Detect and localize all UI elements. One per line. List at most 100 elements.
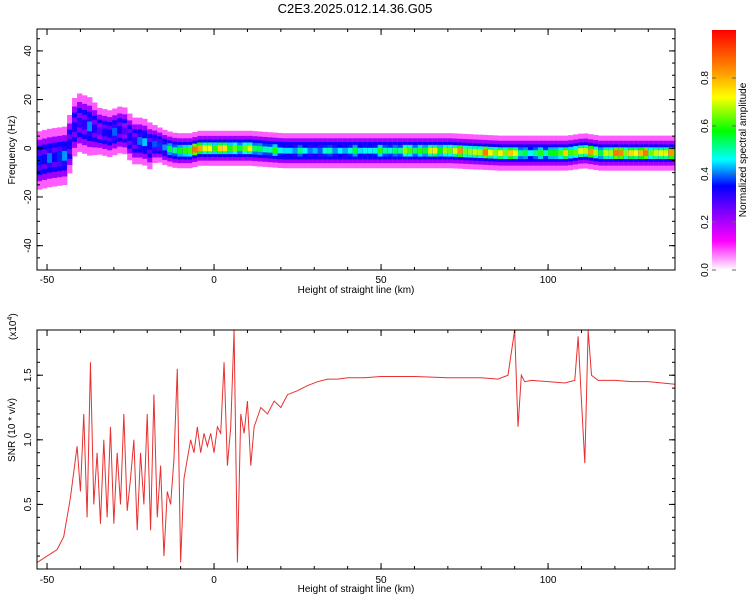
- snr-panel: -50 0 50 100 0.5 1.0 1.5 Height of straight li…: [7, 313, 676, 595]
- spectrogram-cell: [287, 147, 293, 154]
- snr-y-axis-label: SNR (10 * v/v): [7, 398, 18, 462]
- spectrogram-cell: [437, 147, 444, 154]
- spectrogram-cell: [327, 147, 333, 154]
- spectrogram-cell: [92, 124, 98, 134]
- spectrogram-cell: [272, 147, 278, 154]
- spectrogram-cell: [107, 129, 113, 138]
- spectrogram-cell: [387, 147, 394, 154]
- spectrogram-cell: [112, 127, 118, 136]
- spectrogram-cell: [528, 150, 534, 157]
- spectrogram-cell: [548, 150, 554, 157]
- spectrogram-cell: [638, 150, 644, 157]
- spectrogram-cell: [137, 137, 143, 145]
- spectrogram-cell: [97, 127, 103, 136]
- spectrogram-cell: [598, 150, 604, 157]
- spectrogram-cell: [648, 150, 654, 157]
- spectrogram-cell: [307, 147, 313, 154]
- snr-y-scale-close: ): [8, 313, 19, 316]
- spectrogram-cell: [212, 145, 218, 152]
- spectrogram-y-tick-label: 20: [23, 94, 34, 106]
- spectrogram-cell: [583, 148, 589, 154]
- snr-x-tick-label: 100: [540, 575, 557, 586]
- spectrogram-cell: [362, 147, 368, 154]
- spectrogram-cell: [367, 147, 373, 154]
- spectrogram-cell: [282, 147, 288, 154]
- spectrogram-x-axis-label: Height of straight line (km): [298, 285, 415, 296]
- colorbar-ticks: 0.0 0.2 0.4 0.6 0.8: [700, 71, 736, 277]
- spectrogram-cell: [297, 147, 303, 154]
- spectrogram-cell: [668, 150, 674, 157]
- spectrogram-cell: [312, 147, 318, 154]
- spectrogram-cell: [447, 147, 454, 154]
- spectrogram-cell: [467, 148, 474, 155]
- snr-x-tick-label: -50: [40, 575, 55, 586]
- colorbar-tick-label: 0.2: [700, 215, 711, 229]
- spectrogram-cell: [187, 147, 193, 154]
- spectrogram-cell: [157, 142, 163, 148]
- spectrogram-frame: [36, 28, 676, 271]
- spectrogram-cell: [317, 147, 323, 154]
- spectrogram-cell: [152, 140, 158, 148]
- spectrogram-cell: [357, 147, 363, 154]
- spectrogram-cell: [407, 147, 414, 154]
- spectrogram-cell: [182, 147, 188, 154]
- spectrogram-y-tick-label: -20: [23, 189, 34, 204]
- spectrogram-cell: [267, 146, 273, 153]
- spectrogram-cell: [472, 149, 479, 155]
- spectrogram-y-axis-label: Frequency (Hz): [7, 116, 18, 185]
- spectrogram-cell: [57, 151, 63, 162]
- colorbar-label: Normalized spectral amplitude: [738, 82, 749, 217]
- spectrogram-cell: [618, 150, 624, 157]
- spectrogram-cell: [653, 150, 659, 157]
- spectrogram-y-tick-label: 0: [23, 145, 34, 151]
- snr-frame: [36, 329, 676, 570]
- spectrogram-x-tick-label: 50: [375, 275, 387, 286]
- snr-y-tick-label: 1.5: [23, 368, 34, 382]
- spectrogram-cell: [502, 150, 509, 157]
- spectrogram-cell: [593, 149, 599, 156]
- spectrogram-ticks: -50 0 50 100 -40 -20 0 20 40: [23, 29, 675, 286]
- spectrogram-cell: [613, 150, 619, 157]
- spectrogram-cell: [603, 150, 609, 157]
- snr-y-scale-label: (x104): [7, 313, 19, 340]
- spectrogram-x-tick-label: 0: [211, 275, 217, 286]
- spectrogram-panel: -50 0 50 100 -40 -20 0 20 40 Height of straight …: [7, 28, 676, 296]
- colorbar: 0.0 0.2 0.4 0.6 0.8 Normalized spectral ampl…: [700, 30, 749, 277]
- spectrogram-cell: [72, 122, 78, 133]
- spectrogram-cell: [623, 150, 629, 157]
- spectrogram-cell: [352, 147, 358, 154]
- spectrogram-cell: [558, 150, 564, 157]
- spectrogram-cell: [117, 126, 123, 134]
- spectrogram-cell: [337, 147, 343, 154]
- spectrogram-cell: [543, 150, 549, 157]
- spectrogram-cell: [347, 147, 353, 154]
- colorbar-tick-label: 0.4: [700, 167, 711, 181]
- spectrogram-cell: [192, 146, 198, 153]
- snr-ticks: -50 0 50 100 0.5 1.0 1.5: [23, 330, 675, 586]
- snr-y-tick-label: 1.0: [23, 432, 34, 446]
- spectrogram-cell: [588, 148, 594, 155]
- spectrogram-cell: [77, 117, 83, 128]
- spectrogram-cell: [237, 145, 243, 152]
- spectrogram-cell: [102, 128, 108, 137]
- spectrogram-cell: [432, 147, 439, 154]
- spectrogram-cell: [412, 147, 419, 154]
- spectrogram-cell: [382, 147, 389, 154]
- spectrogram-cell: [292, 147, 298, 154]
- figure-title: C2E3.2025.012.14.36.G05: [278, 1, 433, 16]
- snr-y-scale-exp: 4: [7, 317, 14, 321]
- spectrogram-cell: [242, 145, 248, 152]
- spectrogram-cell: [573, 149, 579, 155]
- snr-x-tick-label: 50: [375, 575, 387, 586]
- spectrogram-cell: [397, 147, 404, 154]
- spectrogram-cell: [197, 145, 203, 152]
- spectrogram-cell: [177, 147, 183, 154]
- spectrogram-cell: [47, 153, 53, 163]
- spectrogram-cell: [523, 150, 529, 157]
- spectrogram-cell: [482, 149, 489, 156]
- spectrogram-cell: [633, 150, 639, 157]
- spectrogram-cell: [62, 150, 68, 161]
- spectrogram-cell: [277, 147, 283, 154]
- spectrogram-cell: [427, 147, 434, 154]
